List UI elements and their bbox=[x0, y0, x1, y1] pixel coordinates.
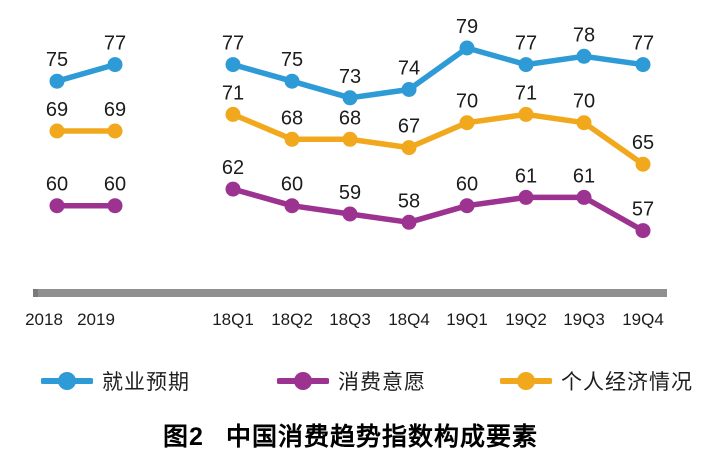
data-label: 70 bbox=[573, 91, 595, 113]
category-label: 18Q3 bbox=[329, 310, 371, 329]
data-label: 61 bbox=[515, 165, 537, 187]
legend-item-employment-expectation: 就业预期 bbox=[41, 366, 190, 396]
category-label: 19Q3 bbox=[563, 310, 605, 329]
data-label: 58 bbox=[398, 190, 420, 212]
data-point bbox=[635, 57, 651, 73]
category-label: 19Q1 bbox=[446, 310, 488, 329]
legend-line-dot-icon bbox=[41, 372, 93, 390]
line-chart: 75 77 69 69 60 60 2018 2019 77 75 73 74 79 77 78 77 71 68… bbox=[25, 16, 667, 329]
data-point bbox=[107, 123, 123, 139]
data-point bbox=[107, 198, 123, 214]
series-line bbox=[230, 111, 646, 167]
category-label: 18Q1 bbox=[212, 310, 254, 329]
data-point bbox=[459, 40, 475, 56]
category-label: 2018 bbox=[25, 310, 63, 329]
x-axis-bar-cap bbox=[33, 289, 38, 297]
data-point bbox=[225, 57, 241, 73]
data-point bbox=[284, 198, 300, 214]
chart-legend: 就业预期 消费意愿 个人经济情况 bbox=[41, 370, 701, 394]
data-label: 68 bbox=[281, 107, 303, 129]
data-point bbox=[518, 189, 534, 205]
data-label: 60 bbox=[46, 174, 68, 196]
data-point bbox=[576, 189, 592, 205]
data-label: 62 bbox=[222, 157, 244, 179]
data-label: 60 bbox=[281, 174, 303, 196]
legend-dot bbox=[58, 372, 76, 390]
data-label: 77 bbox=[632, 33, 654, 55]
category-label: 2019 bbox=[77, 310, 115, 329]
data-label: 78 bbox=[573, 24, 595, 46]
figure-title: 中国消费趋势指数构成要素 bbox=[225, 423, 538, 451]
data-label: 69 bbox=[46, 99, 68, 121]
data-point bbox=[401, 82, 417, 97]
data-point bbox=[518, 106, 534, 122]
data-label: 77 bbox=[104, 33, 126, 55]
data-point bbox=[459, 115, 475, 131]
data-point bbox=[49, 73, 65, 89]
legend-label: 个人经济情况 bbox=[561, 371, 693, 394]
data-point bbox=[635, 223, 651, 239]
data-point bbox=[284, 131, 300, 147]
category-label: 18Q2 bbox=[271, 310, 313, 329]
category-label: 18Q4 bbox=[388, 310, 430, 329]
data-point bbox=[284, 73, 300, 89]
data-label: 69 bbox=[104, 99, 126, 121]
data-label: 68 bbox=[339, 107, 361, 129]
data-point bbox=[518, 57, 534, 73]
data-point bbox=[225, 106, 241, 122]
data-label: 57 bbox=[632, 199, 654, 221]
data-point bbox=[49, 123, 65, 139]
legend-dot bbox=[294, 372, 312, 390]
data-label: 74 bbox=[398, 58, 420, 80]
series-line bbox=[230, 45, 646, 101]
data-label: 77 bbox=[222, 33, 244, 55]
data-label: 61 bbox=[573, 165, 595, 187]
data-label: 73 bbox=[339, 66, 361, 88]
x-axis-bar bbox=[33, 289, 667, 297]
data-point bbox=[459, 198, 475, 214]
legend-line-dot-icon bbox=[500, 372, 552, 390]
data-point bbox=[401, 140, 417, 156]
legend-dot bbox=[517, 372, 535, 390]
legend-item-personal-economic-situation: 个人经济情况 bbox=[500, 366, 693, 396]
data-label: 75 bbox=[281, 49, 303, 71]
data-point bbox=[342, 90, 358, 106]
data-point bbox=[635, 156, 651, 172]
figure-caption: 图2 中国消费趋势指数构成要素 bbox=[0, 417, 701, 453]
legend-label: 消费意愿 bbox=[338, 371, 426, 394]
data-point bbox=[107, 57, 123, 73]
data-label: 79 bbox=[456, 16, 478, 38]
data-label: 60 bbox=[104, 174, 126, 196]
data-point bbox=[342, 131, 358, 147]
data-label: 67 bbox=[398, 116, 420, 138]
data-label: 70 bbox=[456, 91, 478, 113]
data-point bbox=[49, 198, 65, 214]
data-label: 59 bbox=[339, 182, 361, 204]
data-label: 75 bbox=[46, 49, 68, 71]
data-point bbox=[225, 181, 241, 197]
data-label: 71 bbox=[515, 82, 537, 104]
figure-number: 图2 bbox=[163, 423, 204, 451]
category-label: 19Q4 bbox=[622, 310, 664, 329]
category-label: 19Q2 bbox=[505, 310, 547, 329]
legend-line-dot-icon bbox=[277, 372, 329, 390]
legend-label: 就业预期 bbox=[102, 371, 190, 394]
data-point bbox=[401, 214, 417, 230]
data-label: 65 bbox=[632, 132, 654, 154]
data-label: 71 bbox=[222, 82, 244, 104]
data-label: 77 bbox=[515, 33, 537, 55]
data-point bbox=[342, 206, 358, 222]
data-label: 60 bbox=[456, 174, 478, 196]
legend-item-consumption-willingness: 消费意愿 bbox=[277, 366, 426, 396]
data-point bbox=[576, 48, 592, 64]
series-line bbox=[54, 61, 118, 84]
data-point bbox=[576, 115, 592, 131]
series-line bbox=[230, 186, 646, 234]
